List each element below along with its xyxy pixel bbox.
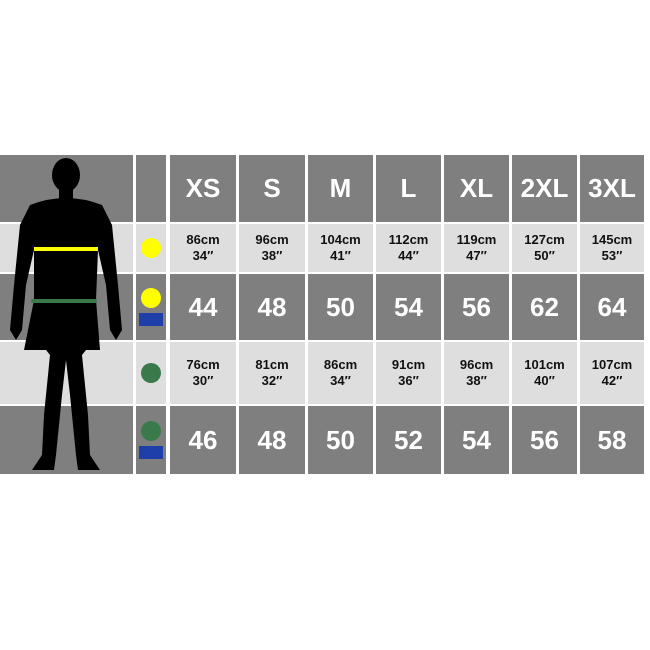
- eu-size-cell: 50: [308, 406, 373, 474]
- figure-band: [0, 406, 133, 474]
- inch-value: 53″: [601, 248, 623, 263]
- eu-size-cell: 48: [239, 406, 305, 474]
- measurement-cell: 145cm 53″: [580, 224, 644, 272]
- measurement-cell: 107cm 42″: [580, 342, 644, 404]
- measurement-cell: 104cm 41″: [308, 224, 373, 272]
- inch-value: 38″: [261, 248, 283, 263]
- chest-line: [34, 247, 98, 251]
- measurement-cell: 96cm 38″: [239, 224, 305, 272]
- size-header: XS: [170, 155, 236, 222]
- inch-value: 44″: [398, 248, 419, 263]
- inch-value: 42″: [601, 373, 623, 388]
- measurement-cell: 127cm 50″: [512, 224, 577, 272]
- eu-size-cell: 54: [444, 406, 509, 474]
- eu-size-cell: 58: [580, 406, 644, 474]
- measurement-cell: 91cm 36″: [376, 342, 441, 404]
- icon-cell-3: [136, 342, 166, 404]
- size-header: 3XL: [580, 155, 644, 222]
- eu-size-cell: 44: [170, 274, 236, 340]
- measurement-cell: 96cm 38″: [444, 342, 509, 404]
- cm-value: 104cm: [320, 232, 361, 247]
- eu-size-cell: 64: [580, 274, 644, 340]
- cm-value: 96cm: [459, 357, 494, 372]
- icon-cell-0: [136, 155, 166, 222]
- eu-size-cell: 56: [512, 406, 577, 474]
- waist-circle-icon: [141, 421, 161, 441]
- size-header: XL: [444, 155, 509, 222]
- cm-value: 91cm: [391, 357, 426, 372]
- cm-value: 145cm: [591, 232, 633, 247]
- cm-value: 119cm: [456, 232, 497, 247]
- measurement-cell: 76cm 30″: [170, 342, 236, 404]
- chest-circle-icon: [141, 238, 161, 258]
- inch-value: 50″: [534, 248, 555, 263]
- measurement-cell: 86cm 34″: [170, 224, 236, 272]
- inch-value: 38″: [466, 373, 487, 388]
- waist-line: [31, 299, 97, 303]
- male-silhouette-icon: [10, 158, 122, 470]
- eu-size-cell: 56: [444, 274, 509, 340]
- inch-value: 34″: [192, 248, 214, 263]
- eu-size-cell: 46: [170, 406, 236, 474]
- cm-value: 86cm: [323, 357, 358, 372]
- cm-value: 101cm: [524, 357, 565, 372]
- size-header: L: [376, 155, 441, 222]
- measurement-cell: 101cm 40″: [512, 342, 577, 404]
- measurement-cell: 86cm 34″: [308, 342, 373, 404]
- size-header: M: [308, 155, 373, 222]
- waist-circle-icon: [141, 363, 161, 383]
- size-header: 2XL: [512, 155, 577, 222]
- inch-value: 30″: [192, 373, 214, 388]
- eu-flag-icon: [139, 313, 163, 326]
- eu-size-cell: 62: [512, 274, 577, 340]
- eu-size-cell: 54: [376, 274, 441, 340]
- inch-value: 40″: [534, 373, 555, 388]
- inch-value: 34″: [330, 373, 351, 388]
- icon-cell-2: [136, 274, 166, 340]
- measurement-cell: 119cm 47″: [444, 224, 509, 272]
- size-header: S: [239, 155, 305, 222]
- measurement-cell: 112cm 44″: [376, 224, 441, 272]
- cm-value: 107cm: [591, 357, 633, 372]
- cm-value: 127cm: [524, 232, 565, 247]
- cm-value: 112cm: [388, 232, 429, 247]
- chest-circle-icon: [141, 288, 161, 308]
- inch-value: 47″: [466, 248, 487, 263]
- measurement-cell: 81cm 32″: [239, 342, 305, 404]
- inch-value: 41″: [330, 248, 351, 263]
- icon-cell-1: [136, 224, 166, 272]
- eu-size-cell: 48: [239, 274, 305, 340]
- inch-value: 36″: [398, 373, 419, 388]
- cm-value: 81cm: [255, 357, 289, 372]
- inch-value: 32″: [261, 373, 283, 388]
- cm-value: 96cm: [255, 232, 289, 247]
- eu-size-cell: 50: [308, 274, 373, 340]
- eu-flag-icon: [139, 446, 163, 459]
- icon-cell-4: [136, 406, 166, 474]
- cm-value: 76cm: [186, 357, 220, 372]
- eu-size-cell: 52: [376, 406, 441, 474]
- cm-value: 86cm: [186, 232, 220, 247]
